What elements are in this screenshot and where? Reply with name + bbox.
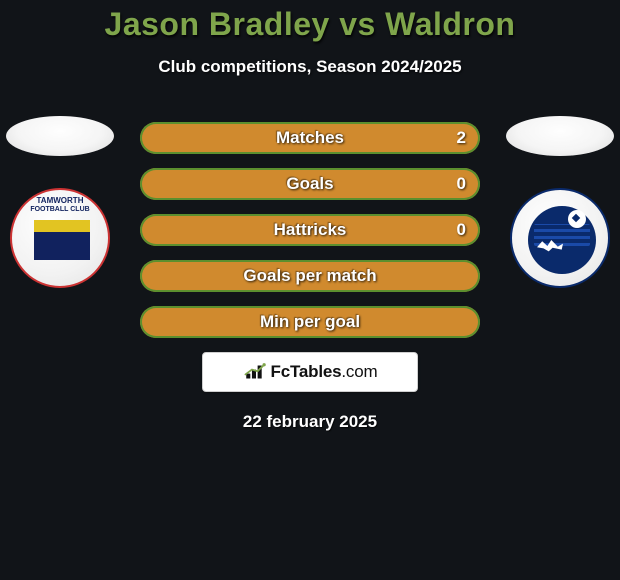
stat-label: Matches: [140, 122, 480, 154]
stat-row: Goals 0: [140, 168, 480, 200]
page-title: Jason Bradley vs Waldron: [0, 6, 620, 43]
club-crest-right: [510, 188, 610, 288]
stat-value-right: 0: [457, 214, 466, 246]
stat-value-right: 2: [457, 122, 466, 154]
brand-logo[interactable]: FcTables.com: [202, 352, 418, 392]
player-left-placeholder: [6, 116, 114, 156]
subtitle: Club competitions, Season 2024/2025: [0, 57, 620, 77]
date-text: 22 february 2025: [140, 412, 480, 432]
stat-row: Goals per match: [140, 260, 480, 292]
stat-label: Goals: [140, 168, 480, 200]
comparison-card: Jason Bradley vs Waldron Club competitio…: [0, 0, 620, 580]
stat-row: Min per goal: [140, 306, 480, 338]
stat-row: Hattricks 0: [140, 214, 480, 246]
stat-label: Hattricks: [140, 214, 480, 246]
stat-label: Goals per match: [140, 260, 480, 292]
player-left-column: FOOTBALL CLUB: [6, 116, 114, 288]
stat-label: Min per goal: [140, 306, 480, 338]
stat-value-right: 0: [457, 168, 466, 200]
stats-list: Matches 2 Goals 0 Hattricks 0 Goals per …: [140, 122, 480, 432]
club-crest-left: FOOTBALL CLUB: [10, 188, 110, 288]
player-right-column: [506, 116, 614, 288]
bar-chart-icon: [243, 361, 269, 383]
player-right-placeholder: [506, 116, 614, 156]
brand-text: FcTables.com: [271, 362, 378, 382]
stat-row: Matches 2: [140, 122, 480, 154]
